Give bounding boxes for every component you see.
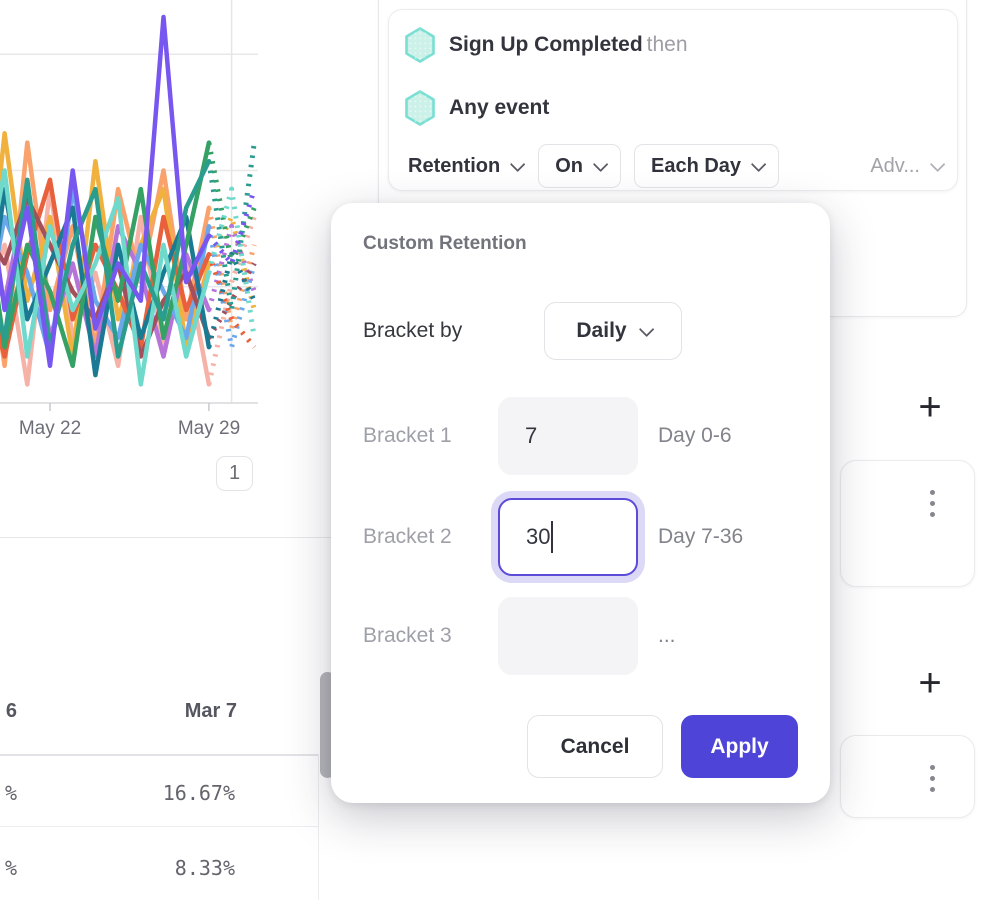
- advanced-dropdown[interactable]: Adv...: [870, 154, 946, 178]
- table-column-header: 6: [5, 700, 17, 722]
- side-card: [840, 460, 975, 587]
- on-dropdown-label: On: [555, 154, 583, 177]
- event-name: Sign Up Completed: [449, 33, 643, 56]
- x-axis-tick-label: May 22: [18, 418, 82, 439]
- bracket-2-label: Bracket 2: [363, 525, 452, 548]
- event-hexagon-icon: [405, 27, 435, 63]
- chevron-down-icon: [750, 156, 767, 172]
- x-axis-tick-label: May 29: [177, 418, 241, 439]
- measure-dropdown-label: Retention: [408, 154, 501, 177]
- modal-title: Custom Retention: [363, 233, 527, 254]
- bracket-1-range: Day 0-6: [658, 424, 732, 447]
- event-suffix: then: [646, 33, 688, 56]
- table-cell: 16.67%: [162, 781, 235, 805]
- side-card: [840, 735, 975, 818]
- interval-dropdown[interactable]: Each Day: [634, 144, 780, 188]
- table-cell: %: [4, 781, 17, 805]
- bracket-1-input[interactable]: 7: [498, 397, 638, 475]
- text-cursor: [551, 521, 554, 553]
- bracket-unit-dropdown-label: Daily: [576, 319, 627, 342]
- bracket-2-input[interactable]: 30: [498, 498, 638, 576]
- bracket-2-value: 30: [526, 524, 551, 549]
- bracket-2-range: Day 7-36: [658, 525, 744, 548]
- chart-canvas[interactable]: [0, 0, 262, 412]
- retention-line-chart: May 22 May 29 1: [0, 0, 340, 500]
- report-builder-panel: Sign Up Completed then Any event Retentio…: [378, 0, 967, 317]
- bracket-row-1: Bracket 1 7 Day 0-6: [363, 397, 798, 475]
- on-dropdown[interactable]: On: [538, 144, 621, 188]
- chevron-down-icon: [510, 156, 526, 172]
- bracket-3-input[interactable]: [498, 597, 638, 675]
- interval-dropdown-label: Each Day: [651, 154, 742, 177]
- table-column-border: [318, 754, 319, 900]
- bracket-1-value: 7: [525, 423, 538, 448]
- add-section-button[interactable]: +: [918, 661, 942, 705]
- measurement-controls-row: Retention On Each Day Adv...: [404, 143, 946, 189]
- bracket-3-label: Bracket 3: [363, 624, 452, 647]
- table-header-border: [0, 754, 318, 756]
- event-step-row[interactable]: Any event: [404, 90, 549, 126]
- table-cell: %: [4, 856, 17, 880]
- chevron-down-icon: [638, 321, 654, 337]
- bracket-3-range: ...: [658, 624, 676, 647]
- kebab-menu-icon[interactable]: [927, 762, 938, 795]
- chevron-down-icon: [592, 156, 609, 172]
- table-column-header: Mar 7: [184, 700, 237, 722]
- add-section-button[interactable]: +: [918, 385, 942, 429]
- cancel-button[interactable]: Cancel: [527, 715, 663, 778]
- custom-retention-modal: Custom Retention Bracket by Daily Bracke…: [331, 203, 830, 803]
- bracket-1-label: Bracket 1: [363, 424, 452, 447]
- retention-steps-card: Sign Up Completed then Any event Retentio…: [388, 9, 958, 191]
- retention-table: 6 Mar 7 % 16.67% % 8.33%: [0, 680, 336, 900]
- table-row-divider: [0, 826, 318, 827]
- event-name: Any event: [449, 96, 550, 119]
- kebab-menu-icon[interactable]: [927, 487, 938, 520]
- bracket-row-3: Bracket 3 ...: [363, 597, 798, 675]
- bracket-by-label: Bracket by: [363, 319, 463, 342]
- apply-button[interactable]: Apply: [681, 715, 798, 778]
- pagination-page-button[interactable]: 1: [216, 456, 253, 491]
- event-step-row[interactable]: Sign Up Completed then: [404, 27, 688, 63]
- event-hexagon-icon: [405, 90, 435, 126]
- bracket-unit-dropdown[interactable]: Daily: [544, 302, 682, 360]
- modal-actions: Cancel Apply: [331, 715, 798, 778]
- section-divider: [0, 537, 352, 538]
- chevron-down-icon: [929, 156, 946, 172]
- measure-dropdown[interactable]: Retention: [404, 154, 526, 178]
- bracket-row-2: Bracket 2 30 Day 7-36: [363, 498, 798, 576]
- table-cell: 8.33%: [174, 856, 235, 880]
- bracket-by-row: Bracket by Daily: [363, 302, 798, 360]
- advanced-dropdown-label: Adv...: [870, 154, 920, 177]
